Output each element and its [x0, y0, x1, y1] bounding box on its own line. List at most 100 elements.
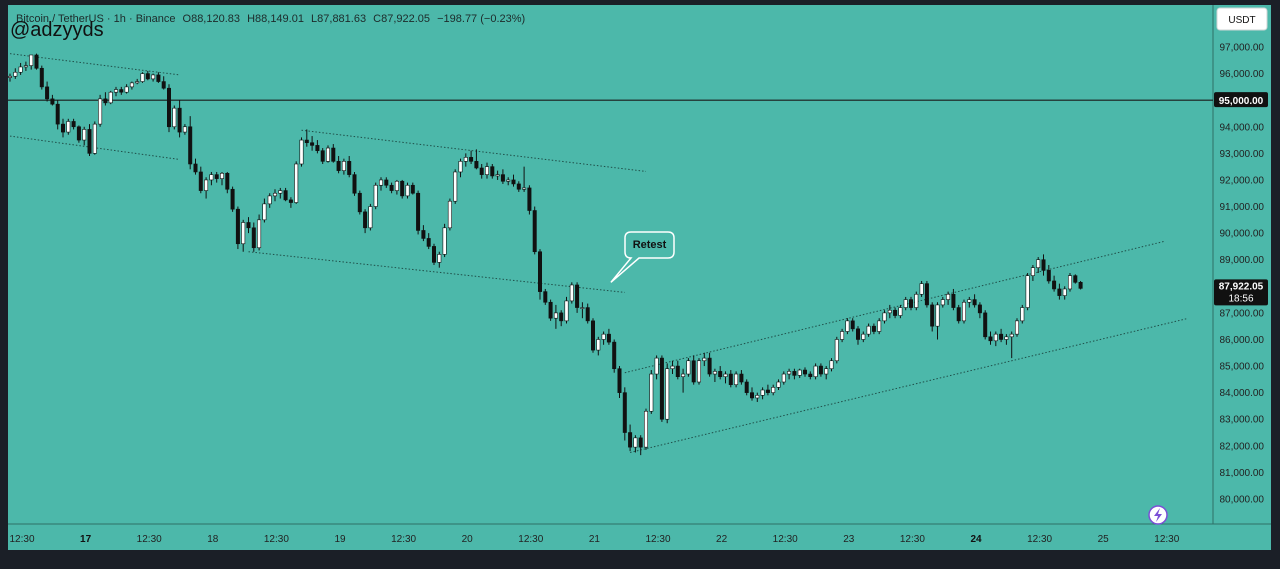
candle-body	[336, 161, 341, 171]
candle	[500, 169, 505, 184]
candle	[177, 100, 182, 138]
retest-callout[interactable]: Retest	[610, 231, 675, 283]
header-open: O88,120.83	[183, 13, 241, 25]
candle	[172, 105, 177, 130]
lightning-icon[interactable]	[1148, 505, 1168, 525]
candle-body	[569, 284, 574, 302]
candle	[463, 153, 468, 167]
x-tick-label: 20	[462, 534, 474, 545]
candle-body	[1062, 288, 1067, 296]
candle	[967, 296, 972, 308]
candle-body	[1009, 333, 1014, 338]
x-tick-label: 12:30	[518, 534, 543, 545]
candle	[638, 435, 643, 456]
candle-body	[230, 188, 235, 210]
candle	[686, 358, 691, 377]
time-axis[interactable]	[8, 524, 1271, 550]
candle	[522, 166, 527, 192]
candle	[691, 355, 696, 385]
candle-body	[474, 161, 479, 169]
candle-body	[919, 283, 924, 295]
candle	[1041, 254, 1046, 276]
candle-body	[71, 121, 76, 128]
candle	[1004, 334, 1009, 345]
candle-body	[585, 307, 590, 322]
candle	[108, 90, 113, 105]
header-high: H88,149.01	[247, 13, 304, 25]
candle-body	[638, 437, 643, 448]
candle	[1014, 318, 1019, 337]
candle-body	[898, 307, 903, 316]
candle	[675, 360, 680, 380]
candle-body	[744, 381, 749, 393]
candle-body	[204, 179, 209, 191]
candle-body	[834, 339, 839, 362]
candle	[1020, 304, 1025, 324]
candle-body	[341, 161, 346, 171]
candle	[696, 358, 701, 385]
candle-body	[935, 304, 940, 327]
x-tick-label: 18	[207, 534, 219, 545]
candle-body	[537, 251, 542, 292]
candle	[681, 368, 686, 393]
y-tick-label: 84,000.00	[1220, 388, 1265, 399]
candle	[156, 72, 161, 83]
candle-body	[522, 187, 527, 190]
candle	[548, 299, 553, 321]
candle-body	[940, 299, 945, 306]
x-tick-label: 12:30	[1027, 534, 1052, 545]
candle-body	[288, 199, 293, 203]
candle-body	[908, 299, 913, 308]
candle-body	[511, 179, 516, 185]
candle	[564, 296, 569, 324]
y-tick-label: 86,000.00	[1220, 335, 1265, 346]
trend-line-3[interactable]	[248, 251, 625, 293]
candle	[135, 78, 140, 85]
candle-body	[866, 325, 871, 335]
candle	[908, 296, 913, 311]
candle-body	[384, 179, 389, 186]
candle-body	[882, 312, 887, 322]
candle-body	[1052, 280, 1057, 290]
candle-body	[416, 192, 421, 231]
candle-body	[691, 360, 696, 383]
candle-body	[320, 150, 325, 162]
candle-body	[532, 210, 537, 253]
candle-body	[193, 163, 198, 173]
candle	[251, 222, 256, 252]
trend-line-5[interactable]	[629, 318, 1187, 453]
candle-body	[241, 222, 246, 245]
candle	[871, 323, 876, 335]
candle	[977, 302, 982, 319]
y-tick-label: 97,000.00	[1220, 43, 1265, 54]
last-price-tag: 87,922.05 18:56	[1214, 279, 1268, 306]
candle-body	[394, 180, 399, 191]
trend-line-1[interactable]	[9, 135, 180, 160]
candle-body	[378, 179, 383, 186]
candle	[781, 371, 786, 385]
candle-body	[1078, 282, 1083, 289]
candle-body	[45, 86, 50, 100]
candle	[357, 190, 362, 215]
price-axis[interactable]	[1213, 5, 1271, 524]
currency-button-label[interactable]: USDT	[1228, 15, 1255, 26]
candle	[702, 352, 707, 367]
candle-body	[156, 74, 161, 82]
candle	[55, 100, 60, 130]
candle	[956, 304, 961, 324]
candle-body	[161, 81, 166, 89]
candle	[479, 163, 484, 179]
candle-body	[198, 171, 203, 191]
candle-body	[246, 222, 251, 229]
candle	[749, 387, 754, 401]
candle	[887, 304, 892, 319]
candle-body	[861, 333, 866, 340]
candle-body	[426, 238, 431, 247]
candle-body	[792, 371, 797, 376]
candle-body	[977, 304, 982, 314]
y-tick-label: 90,000.00	[1220, 229, 1265, 240]
y-tick-label: 91,000.00	[1220, 202, 1265, 213]
candle-body	[543, 291, 548, 303]
currency-button[interactable]: USDT	[1216, 7, 1268, 31]
